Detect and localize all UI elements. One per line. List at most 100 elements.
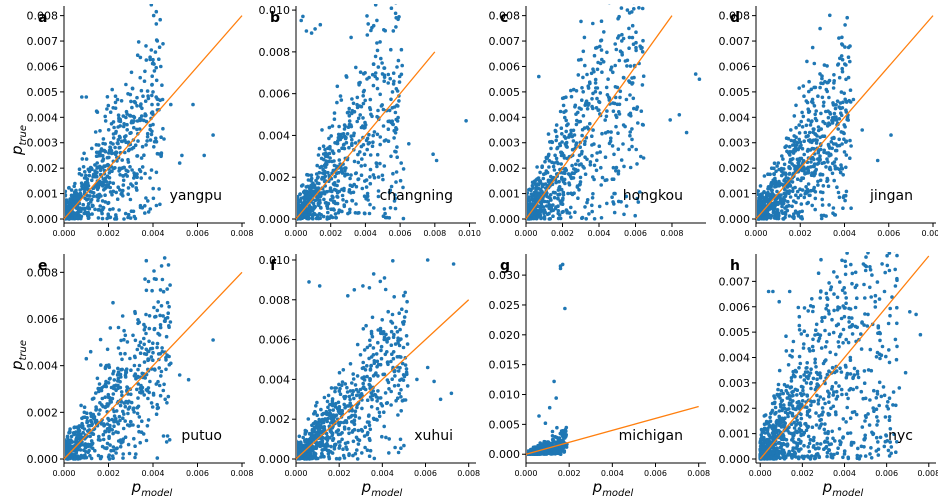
data-point xyxy=(622,212,626,217)
data-point xyxy=(600,57,604,62)
data-point xyxy=(635,196,640,201)
data-point xyxy=(387,108,392,113)
data-point xyxy=(365,136,370,141)
data-point xyxy=(166,394,171,399)
data-point xyxy=(150,346,155,351)
data-point xyxy=(116,439,121,443)
data-point xyxy=(146,396,150,401)
data-point xyxy=(95,165,100,169)
data-point xyxy=(103,193,107,197)
data-point xyxy=(843,193,848,198)
data-point xyxy=(138,351,143,356)
data-point xyxy=(810,45,815,50)
data-point xyxy=(362,434,367,438)
data-point xyxy=(73,440,78,444)
data-point xyxy=(382,207,387,211)
data-point xyxy=(155,341,160,346)
data-point xyxy=(146,199,150,203)
x-tick-label: 0.000 xyxy=(53,469,76,478)
data-point xyxy=(383,215,388,220)
data-point xyxy=(560,132,564,136)
data-point xyxy=(860,128,864,132)
data-point xyxy=(377,410,382,415)
data-point xyxy=(88,434,92,439)
data-point xyxy=(609,136,613,140)
data-point xyxy=(628,93,632,97)
data-point xyxy=(328,144,332,149)
data-point xyxy=(805,201,809,206)
data-point xyxy=(816,94,820,98)
data-point xyxy=(324,442,328,447)
data-point xyxy=(574,143,578,147)
data-point xyxy=(358,353,363,357)
data-point xyxy=(151,358,155,363)
data-point xyxy=(328,156,332,160)
data-point xyxy=(310,208,315,213)
data-point xyxy=(98,204,102,208)
data-point xyxy=(121,124,126,129)
data-point xyxy=(535,165,539,169)
data-point xyxy=(85,420,89,425)
data-point xyxy=(803,130,808,135)
data-point xyxy=(539,203,543,208)
data-point xyxy=(614,124,618,129)
data-point xyxy=(636,121,640,125)
data-point xyxy=(391,82,396,86)
data-point xyxy=(599,38,603,43)
data-point xyxy=(583,155,587,159)
data-point xyxy=(551,214,555,218)
data-point xyxy=(355,342,360,347)
panel-name: putuo xyxy=(181,428,222,444)
data-point xyxy=(377,414,382,419)
reference-line xyxy=(63,15,243,220)
data-point xyxy=(326,393,331,398)
data-point xyxy=(360,186,365,191)
data-point xyxy=(773,216,777,220)
data-point xyxy=(372,0,376,3)
data-point xyxy=(816,179,820,184)
data-point xyxy=(849,144,853,148)
data-point xyxy=(779,166,784,171)
data-point xyxy=(821,104,826,108)
data-point xyxy=(599,19,604,24)
data-point xyxy=(89,442,93,447)
data-point xyxy=(151,341,155,346)
data-point xyxy=(111,386,116,391)
data-point xyxy=(842,91,846,96)
data-point xyxy=(154,314,158,319)
data-point xyxy=(101,432,106,437)
data-point xyxy=(318,440,322,445)
data-point xyxy=(138,440,142,445)
data-point xyxy=(316,194,321,199)
panel-g: 0.0000.0050.0100.0150.0200.0250.0300.000… xyxy=(489,254,710,478)
data-point xyxy=(113,100,118,105)
data-point xyxy=(581,114,586,118)
data-point xyxy=(371,374,376,378)
panel-name: jingan xyxy=(869,188,913,204)
data-point xyxy=(376,328,381,332)
data-point xyxy=(132,99,137,104)
data-point xyxy=(86,444,90,448)
data-point xyxy=(89,456,94,461)
data-point xyxy=(775,208,780,212)
data-point xyxy=(96,143,101,147)
data-point xyxy=(121,188,125,193)
data-point xyxy=(169,226,173,230)
data-point xyxy=(297,211,299,216)
data-point xyxy=(389,403,393,407)
data-point xyxy=(624,97,629,102)
data-point xyxy=(534,185,539,190)
data-point xyxy=(65,446,68,451)
data-point xyxy=(364,323,368,328)
data-point xyxy=(451,262,456,266)
data-point xyxy=(322,163,327,167)
data-point xyxy=(112,125,116,130)
data-point xyxy=(556,196,560,201)
data-point xyxy=(552,168,557,172)
data-point xyxy=(616,147,621,151)
data-point xyxy=(331,199,336,203)
data-point xyxy=(348,401,353,406)
data-point xyxy=(821,190,825,195)
data-point xyxy=(608,139,613,143)
data-point xyxy=(624,194,628,199)
